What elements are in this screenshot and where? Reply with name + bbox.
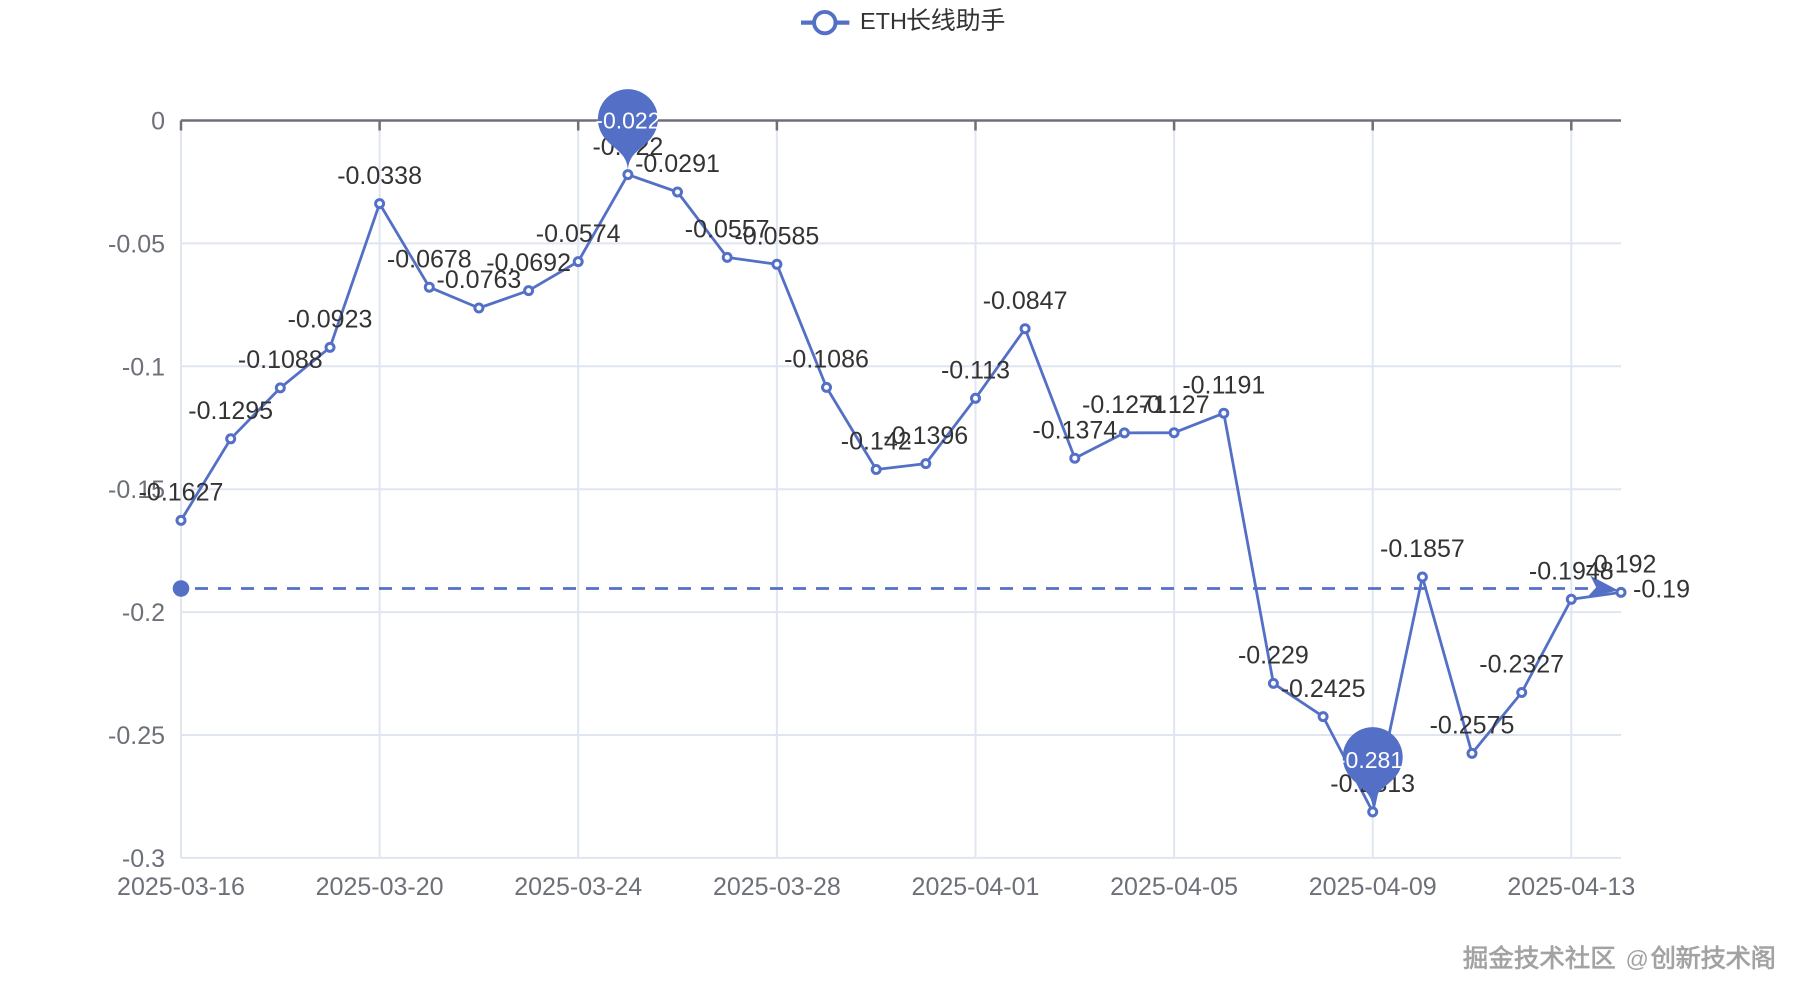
svg-text:-0.05: -0.05 xyxy=(108,230,165,258)
svg-text:-0.1857: -0.1857 xyxy=(1380,535,1465,563)
svg-text:2025-04-01: 2025-04-01 xyxy=(912,873,1040,901)
svg-text:-0.1191: -0.1191 xyxy=(1182,371,1265,399)
svg-text:-0.1396: -0.1396 xyxy=(883,422,968,450)
svg-text:-0.127: -0.127 xyxy=(1139,391,1210,419)
svg-text:-0.192: -0.192 xyxy=(1586,551,1657,579)
svg-text:2025-04-05: 2025-04-05 xyxy=(1110,873,1238,901)
svg-text:-0.2425: -0.2425 xyxy=(1281,675,1366,703)
svg-text:-0.2327: -0.2327 xyxy=(1479,651,1564,679)
svg-text:2025-04-13: 2025-04-13 xyxy=(1507,873,1635,901)
svg-text:-0.1374: -0.1374 xyxy=(1032,416,1117,444)
svg-text:2025-03-16: 2025-03-16 xyxy=(117,873,245,901)
svg-text:-0.0557: -0.0557 xyxy=(685,216,770,244)
svg-text:-0.1088: -0.1088 xyxy=(238,346,323,374)
svg-text:2025-04-09: 2025-04-09 xyxy=(1309,873,1437,901)
svg-text:-0.0692: -0.0692 xyxy=(486,249,571,277)
svg-text:-0.0585: -0.0585 xyxy=(735,223,820,251)
svg-text:-0.2575: -0.2575 xyxy=(1430,712,1515,740)
svg-text:-0.0847: -0.0847 xyxy=(983,287,1068,315)
svg-text:-0.1: -0.1 xyxy=(122,353,165,381)
svg-text:-0.0923: -0.0923 xyxy=(288,306,373,334)
svg-text:-0.2: -0.2 xyxy=(122,599,165,627)
svg-text:2025-03-20: 2025-03-20 xyxy=(316,873,444,901)
svg-text:-0.281: -0.281 xyxy=(1338,747,1403,773)
svg-text:-0.229: -0.229 xyxy=(1238,642,1309,670)
svg-text:-0.0338: -0.0338 xyxy=(337,162,422,190)
svg-text:2025-03-28: 2025-03-28 xyxy=(713,873,841,901)
svg-text:-0.1948: -0.1948 xyxy=(1529,558,1614,586)
svg-text:-0.0291: -0.0291 xyxy=(635,150,720,178)
svg-text:-0.25: -0.25 xyxy=(108,722,165,750)
svg-text:-0.1627: -0.1627 xyxy=(139,479,224,507)
svg-text:-0.1295: -0.1295 xyxy=(188,397,273,425)
svg-text:2025-03-24: 2025-03-24 xyxy=(514,873,642,901)
svg-text:0: 0 xyxy=(151,108,165,136)
svg-text:-0.0678: -0.0678 xyxy=(387,245,472,273)
svg-text:ETH: ETH xyxy=(860,8,907,34)
svg-text:-0.1271: -0.1271 xyxy=(1082,391,1167,419)
svg-text:-0.3: -0.3 xyxy=(122,845,165,873)
svg-text:-0.0574: -0.0574 xyxy=(536,220,621,248)
svg-text:-0.142: -0.142 xyxy=(841,428,912,456)
svg-text:-0.19: -0.19 xyxy=(1633,576,1690,604)
svg-text:-0.15: -0.15 xyxy=(108,476,165,504)
svg-text:-0.113: -0.113 xyxy=(941,357,1010,385)
svg-text:@: @ xyxy=(1628,949,1651,975)
svg-text:-0.0763: -0.0763 xyxy=(437,266,522,294)
svg-text:-0.1086: -0.1086 xyxy=(784,346,869,374)
svg-text:-0.022: -0.022 xyxy=(595,108,660,134)
svg-text:@: @ xyxy=(1626,946,1649,972)
